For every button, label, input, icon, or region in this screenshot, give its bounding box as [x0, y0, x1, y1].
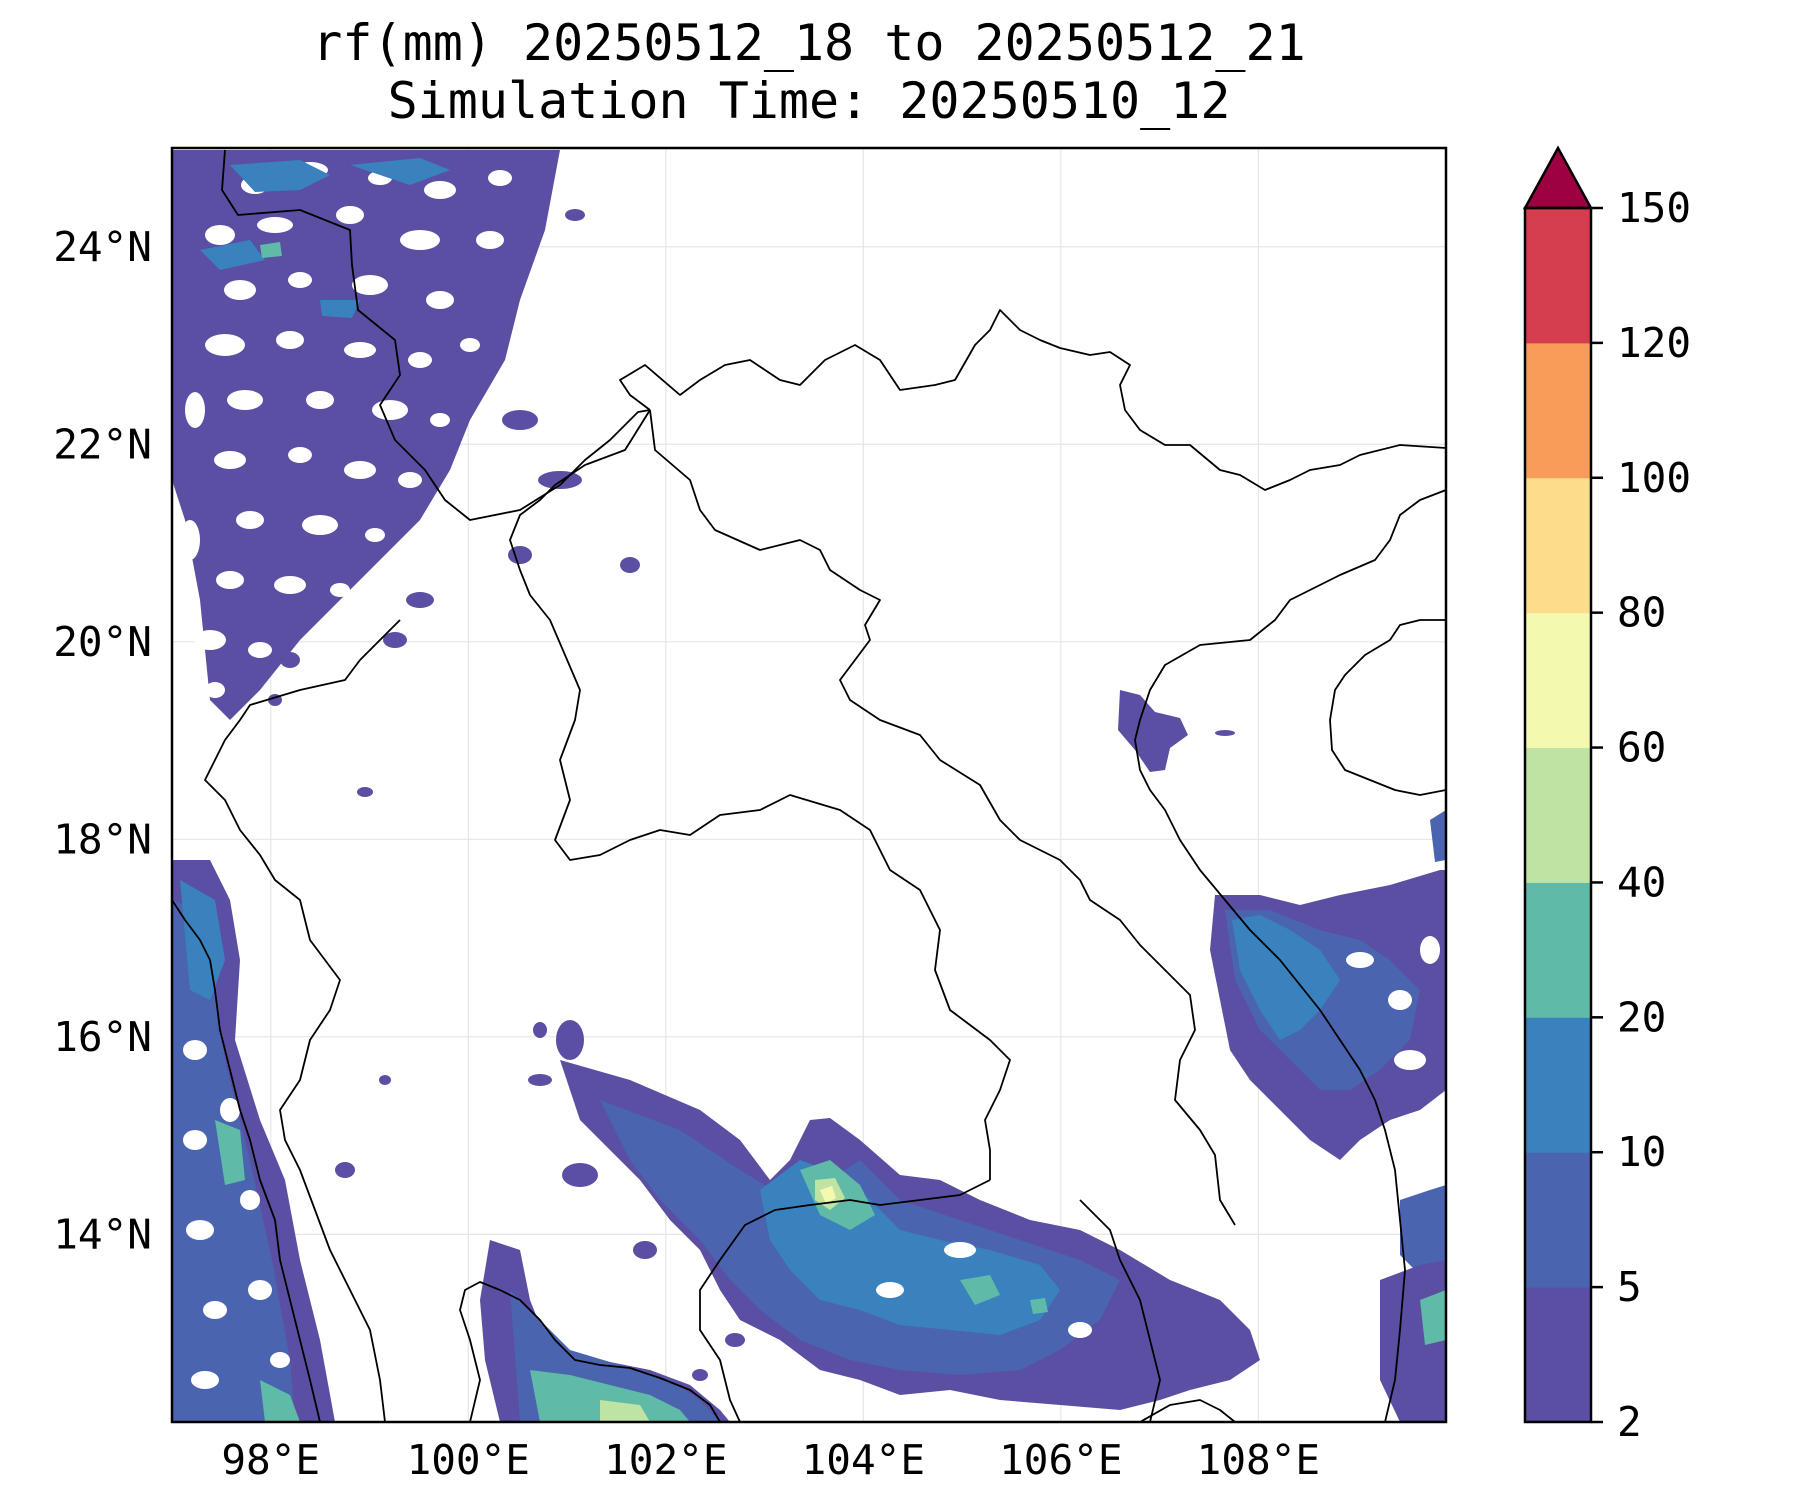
longitude-tick-label: 100°E: [407, 1436, 530, 1484]
colorbar-segment: [1525, 747, 1591, 883]
colorbar-tick-label: 100: [1617, 454, 1691, 502]
colorbar-tick-label: 60: [1617, 724, 1666, 772]
colorbar-segment: [1525, 612, 1591, 749]
longitude-tick-label: 106°E: [999, 1436, 1122, 1484]
colorbar-tick-label: 20: [1617, 993, 1666, 1041]
colorbar-tick-label: 150: [1617, 184, 1691, 232]
colorbar-tick-label: 2: [1617, 1398, 1642, 1446]
rain-field-isan-scatter: [335, 1020, 745, 1381]
latitude-tick-label: 20°N: [53, 618, 152, 666]
colorbar-tick-label: 10: [1617, 1128, 1666, 1176]
latitude-tick-labels: 14°N 16°N 18°N 20°N 22°N 24°N: [53, 223, 152, 1259]
colorbar-segment: [1525, 342, 1591, 479]
rain-field-cambodia: [560, 1060, 1260, 1410]
colorbar-tick-label: 120: [1617, 319, 1691, 367]
latitude-tick-label: 18°N: [53, 815, 152, 863]
latitude-tick-label: 16°N: [53, 1013, 152, 1061]
colorbar: 2 5 10 20 40 60 80 100 120 150: [1522, 145, 1691, 1446]
colorbar-tick-label: 40: [1617, 858, 1666, 906]
rainfall-contour-fields: [172, 150, 1446, 1422]
colorbar-segments: [1525, 208, 1591, 1423]
colorbar-segment: [1525, 477, 1591, 614]
colorbar-tick-labels: 2 5 10 20 40 60 80 100 120 150: [1591, 184, 1691, 1446]
colorbar-frame: [1523, 206, 1593, 1424]
map-title-line-1: rf(mm) 20250512_18 to 20250512_21: [312, 14, 1306, 72]
colorbar-segment: [1525, 882, 1591, 1018]
latitude-tick-label: 14°N: [53, 1210, 152, 1258]
longitude-tick-label: 104°E: [802, 1436, 925, 1484]
country-borders-coastlines: [172, 149, 1446, 1422]
latitude-tick-label: 22°N: [53, 420, 152, 468]
colorbar-extend-triangle: [1522, 145, 1594, 210]
rain-field-tonkin: [1118, 690, 1235, 772]
longitude-tick-label: 108°E: [1197, 1436, 1320, 1484]
colorbar-tick-label: 5: [1617, 1263, 1642, 1311]
rain-field-scattered-north: [222, 209, 640, 797]
rain-field-northwest: [172, 150, 560, 720]
colorbar-tick-label: 80: [1617, 589, 1666, 637]
map-title-line-2: Simulation Time: 20250510_12: [387, 72, 1231, 130]
longitude-tick-label: 102°E: [604, 1436, 727, 1484]
latitude-tick-label: 24°N: [53, 223, 152, 271]
rain-field-west-coast: [172, 860, 335, 1422]
colorbar-segment: [1525, 1017, 1591, 1153]
colorbar-segment: [1525, 208, 1591, 344]
colorbar-segment: [1525, 1152, 1591, 1288]
map-frame: [170, 146, 1448, 1424]
rain-field-gulf-coast: [480, 1240, 730, 1422]
colorbar-segment: [1525, 1287, 1591, 1423]
longitude-tick-labels: 98°E 100°E 102°E 104°E 106°E 108°E: [221, 1436, 1320, 1484]
map-area[interactable]: [170, 146, 1448, 1424]
longitude-tick-label: 98°E: [221, 1436, 320, 1484]
